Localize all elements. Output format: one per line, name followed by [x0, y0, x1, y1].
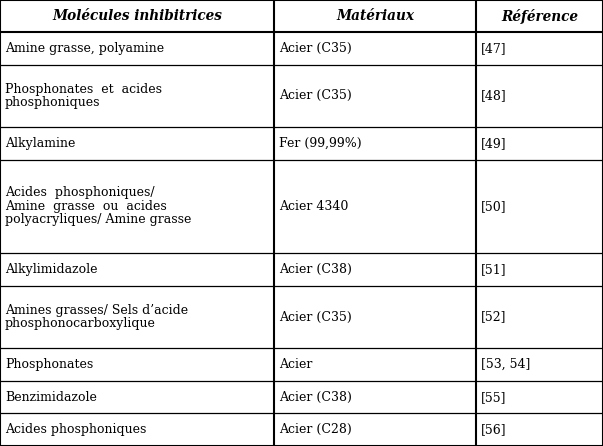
Text: Acier (C35): Acier (C35)	[279, 90, 352, 103]
Text: Référence: Référence	[501, 8, 578, 24]
Text: Amine grasse, polyamine: Amine grasse, polyamine	[5, 42, 164, 55]
Text: [47]: [47]	[481, 42, 507, 55]
Text: Fer (99,99%): Fer (99,99%)	[279, 137, 362, 150]
Text: [48]: [48]	[481, 90, 507, 103]
Text: Amine  grasse  ou  acides: Amine grasse ou acides	[5, 200, 167, 213]
Text: Benzimidazole: Benzimidazole	[5, 391, 97, 404]
Text: Acier: Acier	[279, 358, 312, 371]
Text: Alkylamine: Alkylamine	[5, 137, 75, 150]
Text: Amines grasses/ Sels d’acide: Amines grasses/ Sels d’acide	[5, 304, 188, 317]
Text: Acier (C35): Acier (C35)	[279, 42, 352, 55]
Text: Acides phosphoniques: Acides phosphoniques	[5, 423, 147, 436]
Text: Acier (C35): Acier (C35)	[279, 310, 352, 323]
Text: Matériaux: Matériaux	[336, 9, 414, 23]
Text: [50]: [50]	[481, 200, 507, 213]
Text: Acier (C38): Acier (C38)	[279, 391, 352, 404]
Text: Phosphonates  et  acides: Phosphonates et acides	[5, 83, 162, 96]
Text: Molécules inhibitrices: Molécules inhibitrices	[52, 9, 222, 23]
Text: polyacryliques/ Amine grasse: polyacryliques/ Amine grasse	[5, 214, 191, 227]
Text: Acier (C38): Acier (C38)	[279, 263, 352, 276]
Text: [53, 54]: [53, 54]	[481, 358, 531, 371]
Text: Alkylimidazole: Alkylimidazole	[5, 263, 98, 276]
Text: Phosphonates: Phosphonates	[5, 358, 93, 371]
Text: [52]: [52]	[481, 310, 507, 323]
Text: Acier (C28): Acier (C28)	[279, 423, 352, 436]
Text: Acides  phosphoniques/: Acides phosphoniques/	[5, 186, 154, 199]
Text: [49]: [49]	[481, 137, 507, 150]
Text: [55]: [55]	[481, 391, 507, 404]
Text: [51]: [51]	[481, 263, 507, 276]
Text: phosphonocarboxylique: phosphonocarboxylique	[5, 317, 156, 330]
Text: [56]: [56]	[481, 423, 507, 436]
Text: Acier 4340: Acier 4340	[279, 200, 349, 213]
Text: phosphoniques: phosphoniques	[5, 96, 101, 109]
